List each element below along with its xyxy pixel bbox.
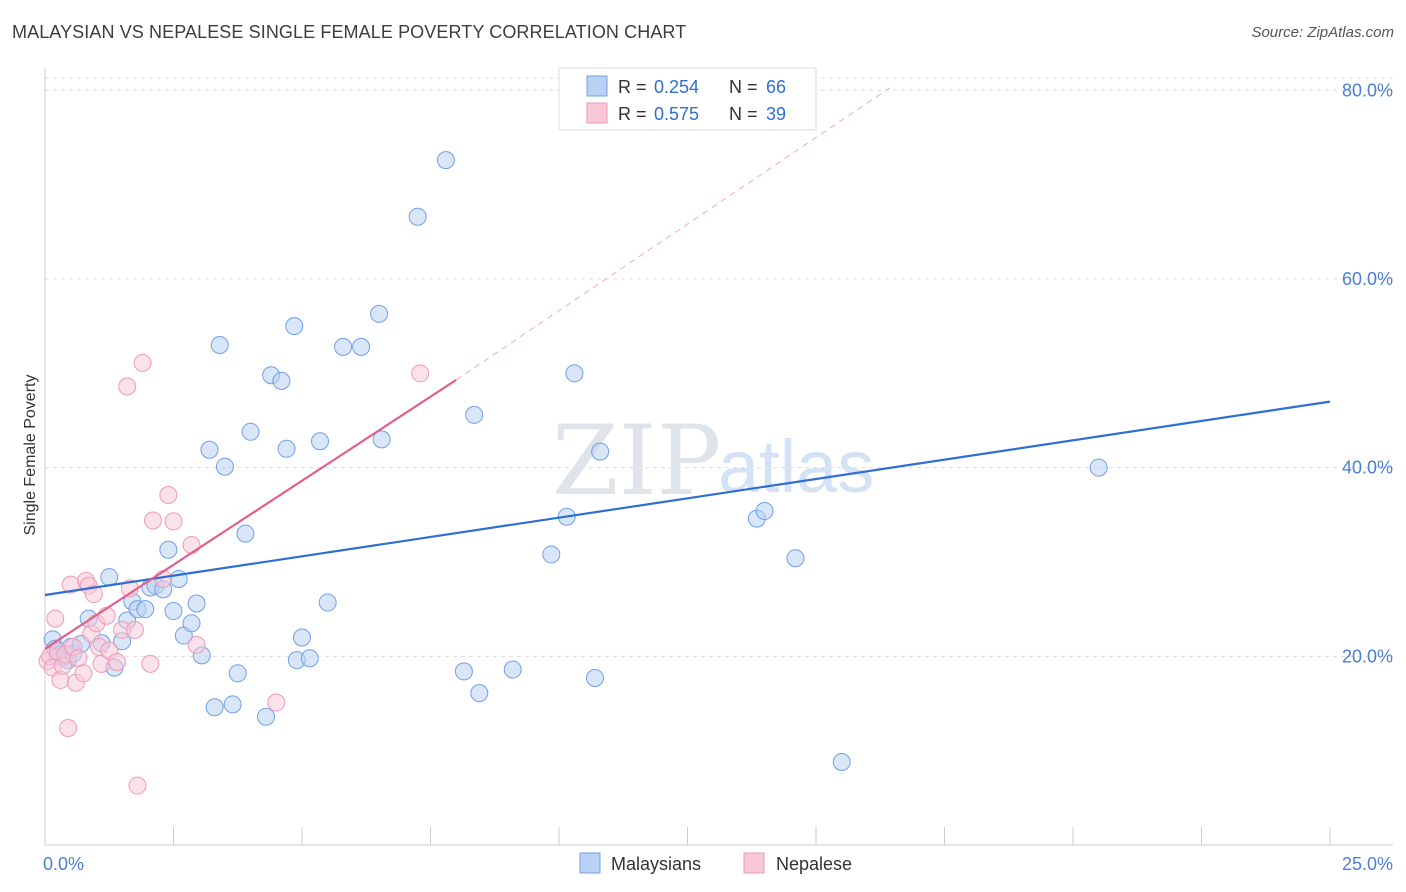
point-malaysians bbox=[318, 593, 337, 612]
legend-r-value-2: 0.575 bbox=[654, 104, 699, 124]
point-nepalese bbox=[411, 364, 430, 383]
point-malaysians bbox=[200, 440, 219, 459]
legend-n-value-1: 66 bbox=[766, 77, 786, 97]
point-malaysians bbox=[228, 664, 247, 683]
trend-line-malaysians bbox=[44, 400, 1331, 597]
legend-box: R = 0.254 N = 66 R = 0.575 N = 39 bbox=[558, 67, 817, 131]
point-malaysians bbox=[334, 337, 353, 356]
chart-title: MALAYSIAN VS NEPALESE SINGLE FEMALE POVE… bbox=[12, 22, 687, 42]
bottom-legend: Malaysians Nepalese bbox=[579, 852, 852, 874]
point-nepalese bbox=[69, 649, 88, 668]
point-malaysians bbox=[223, 695, 242, 714]
bottom-legend-swatch-malaysians bbox=[579, 852, 601, 874]
point-malaysians bbox=[1089, 458, 1108, 477]
point-malaysians bbox=[215, 457, 234, 476]
point-nepalese bbox=[128, 776, 147, 795]
axes bbox=[44, 68, 1393, 846]
point-malaysians bbox=[408, 207, 427, 226]
point-nepalese bbox=[182, 536, 201, 555]
y-tick-label: 40.0% bbox=[1342, 458, 1393, 478]
point-nepalese bbox=[74, 664, 93, 683]
y-tick-labels: 20.0% 40.0% 60.0% 80.0% bbox=[1342, 80, 1393, 666]
point-nepalese bbox=[267, 693, 286, 712]
point-malaysians bbox=[285, 317, 304, 336]
point-malaysians bbox=[277, 439, 296, 458]
point-malaysians bbox=[293, 628, 311, 647]
point-nepalese bbox=[125, 620, 144, 639]
point-nepalese bbox=[84, 585, 103, 604]
point-malaysians bbox=[257, 707, 276, 726]
point-malaysians bbox=[503, 660, 522, 679]
point-malaysians bbox=[470, 684, 489, 703]
x-tick-labels: 0.0% 25.0% bbox=[43, 854, 1393, 874]
point-malaysians bbox=[272, 371, 291, 390]
point-malaysians bbox=[136, 600, 155, 619]
y-tick-label: 80.0% bbox=[1342, 80, 1393, 100]
x-tick-label: 25.0% bbox=[1342, 854, 1393, 874]
point-nepalese bbox=[107, 652, 126, 671]
point-malaysians bbox=[310, 432, 329, 451]
trend-line-nepalese bbox=[44, 378, 457, 650]
point-malaysians bbox=[542, 545, 561, 564]
point-malaysians bbox=[205, 698, 224, 717]
legend-r-label-1: R = bbox=[618, 77, 647, 97]
point-malaysians bbox=[465, 405, 484, 424]
legend-r-label-2: R = bbox=[618, 104, 647, 124]
bottom-legend-nepalese: Nepalese bbox=[776, 854, 852, 874]
source-label: Source: ZipAtlas.com bbox=[1251, 24, 1394, 41]
watermark-zip: ZIP bbox=[552, 405, 721, 517]
legend-swatch-malaysians bbox=[586, 75, 608, 97]
point-nepalese bbox=[133, 353, 152, 372]
point-malaysians bbox=[159, 540, 178, 559]
point-malaysians bbox=[786, 549, 805, 568]
bottom-legend-malaysians: Malaysians bbox=[611, 854, 701, 874]
point-malaysians bbox=[755, 502, 774, 521]
point-malaysians bbox=[370, 304, 389, 323]
point-malaysians bbox=[100, 568, 119, 587]
point-malaysians bbox=[164, 602, 183, 621]
point-malaysians bbox=[436, 151, 455, 170]
point-nepalese bbox=[97, 606, 116, 625]
point-nepalese bbox=[159, 486, 178, 505]
point-malaysians bbox=[832, 752, 851, 771]
point-malaysians bbox=[187, 594, 206, 613]
y-tick-label: 60.0% bbox=[1342, 269, 1393, 289]
point-malaysians bbox=[352, 337, 371, 356]
legend-r-value-1: 0.254 bbox=[654, 77, 699, 97]
point-nepalese bbox=[59, 719, 78, 738]
legend-n-label-2: N = bbox=[729, 104, 758, 124]
point-malaysians bbox=[565, 364, 584, 383]
point-malaysians bbox=[210, 336, 229, 355]
y-tick-label: 20.0% bbox=[1342, 646, 1393, 666]
point-malaysians bbox=[182, 614, 201, 633]
point-malaysians bbox=[591, 442, 610, 461]
point-nepalese bbox=[187, 636, 206, 655]
bottom-legend-swatch-nepalese bbox=[743, 852, 765, 874]
x-tick-label: 0.0% bbox=[43, 854, 84, 874]
point-nepalese bbox=[118, 377, 137, 396]
watermark: ZIP atlas bbox=[552, 405, 874, 517]
legend-n-value-2: 39 bbox=[766, 104, 786, 124]
point-malaysians bbox=[454, 662, 473, 681]
data-points bbox=[38, 151, 1108, 795]
point-nepalese bbox=[164, 512, 183, 531]
point-nepalese bbox=[143, 511, 162, 530]
point-malaysians bbox=[300, 649, 319, 668]
legend-swatch-nepalese bbox=[586, 102, 608, 124]
point-malaysians bbox=[372, 430, 391, 449]
point-malaysians bbox=[241, 422, 260, 441]
point-malaysians bbox=[585, 669, 604, 688]
grid-lines bbox=[45, 77, 1393, 657]
watermark-atlas: atlas bbox=[718, 425, 874, 508]
point-nepalese bbox=[46, 609, 65, 628]
point-nepalese bbox=[141, 654, 160, 673]
y-axis-label: Single Female Poverty bbox=[22, 375, 39, 536]
point-malaysians bbox=[236, 524, 255, 543]
trend-lines bbox=[44, 85, 1331, 650]
legend-n-label-1: N = bbox=[729, 77, 758, 97]
